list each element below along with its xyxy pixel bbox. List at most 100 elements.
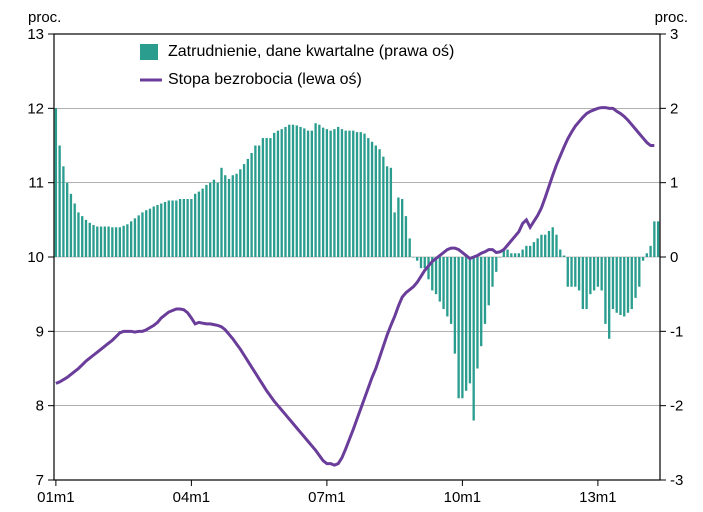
bar bbox=[198, 192, 200, 257]
bar bbox=[525, 246, 527, 257]
bar bbox=[563, 256, 565, 257]
bar bbox=[510, 253, 512, 257]
bar bbox=[250, 153, 252, 257]
bar bbox=[156, 205, 158, 257]
bar bbox=[646, 253, 648, 257]
bar bbox=[281, 129, 283, 257]
bar bbox=[318, 125, 320, 257]
bar bbox=[141, 212, 143, 257]
bar bbox=[258, 146, 260, 258]
bar bbox=[491, 257, 493, 287]
bar bbox=[352, 131, 354, 257]
bar bbox=[367, 138, 369, 257]
bar bbox=[292, 125, 294, 257]
left-tick-label: 11 bbox=[28, 175, 44, 192]
bar bbox=[164, 202, 166, 257]
bar bbox=[288, 125, 290, 257]
bar bbox=[653, 221, 655, 257]
bar bbox=[499, 257, 501, 258]
bar bbox=[416, 257, 418, 261]
bar bbox=[55, 108, 57, 257]
x-tick-label: 04m1 bbox=[173, 489, 211, 506]
x-tick-label: 07m1 bbox=[308, 489, 346, 506]
bar bbox=[469, 257, 471, 383]
bar bbox=[642, 257, 644, 261]
left-tick-label: 13 bbox=[27, 26, 44, 43]
bar bbox=[657, 221, 659, 257]
left-tick-label: 7 bbox=[36, 472, 44, 489]
bar bbox=[119, 227, 121, 257]
bar bbox=[183, 199, 185, 257]
bar bbox=[631, 257, 633, 309]
bar bbox=[58, 146, 60, 258]
bar bbox=[333, 129, 335, 257]
bar bbox=[457, 257, 459, 398]
bar bbox=[574, 257, 576, 287]
legend-swatch-bar bbox=[140, 44, 158, 60]
bar bbox=[616, 257, 618, 313]
bar bbox=[619, 257, 621, 315]
bar bbox=[96, 227, 98, 257]
bar bbox=[378, 149, 380, 257]
bar bbox=[360, 132, 362, 257]
bar bbox=[247, 159, 249, 257]
bar bbox=[213, 180, 215, 257]
bar bbox=[232, 175, 234, 257]
bar bbox=[74, 203, 76, 257]
x-tick-label: 13m1 bbox=[579, 489, 617, 506]
bar bbox=[405, 216, 407, 257]
left-tick-label: 10 bbox=[27, 249, 44, 266]
bar bbox=[254, 146, 256, 258]
bar bbox=[205, 185, 207, 257]
bar bbox=[299, 127, 301, 257]
bar bbox=[480, 257, 482, 346]
bar bbox=[130, 221, 132, 257]
bar bbox=[585, 257, 587, 309]
bar bbox=[194, 194, 196, 257]
bar bbox=[243, 164, 245, 257]
bar bbox=[435, 257, 437, 294]
left-tick-label: 8 bbox=[36, 398, 44, 415]
bar bbox=[149, 209, 151, 257]
right-tick-label: 1 bbox=[670, 175, 678, 192]
bar bbox=[397, 198, 399, 257]
bar bbox=[202, 189, 204, 257]
bar bbox=[514, 253, 516, 257]
bar bbox=[454, 257, 456, 354]
bar bbox=[273, 133, 275, 257]
bar bbox=[612, 257, 614, 309]
bar bbox=[420, 257, 422, 268]
bar bbox=[81, 216, 83, 257]
bar bbox=[62, 166, 64, 257]
bar bbox=[570, 257, 572, 287]
bar bbox=[168, 201, 170, 257]
bar bbox=[597, 257, 599, 287]
bar bbox=[409, 238, 411, 257]
chart-svg: 78910111213-3-2-1012301m104m107m110m113m… bbox=[0, 0, 703, 512]
bar bbox=[518, 253, 520, 257]
bar bbox=[186, 199, 188, 257]
bar bbox=[303, 128, 305, 257]
bar bbox=[314, 123, 316, 257]
bar bbox=[638, 257, 640, 287]
bar bbox=[548, 231, 550, 257]
bar bbox=[70, 194, 72, 257]
bar bbox=[239, 169, 241, 257]
bar bbox=[175, 201, 177, 257]
bar bbox=[540, 235, 542, 257]
bar bbox=[89, 223, 91, 257]
bar bbox=[153, 206, 155, 257]
bar bbox=[190, 199, 192, 257]
bar bbox=[160, 203, 162, 257]
bar bbox=[337, 127, 339, 257]
bar bbox=[604, 257, 606, 324]
bar bbox=[266, 138, 268, 257]
bar bbox=[126, 224, 128, 257]
bar bbox=[356, 132, 358, 257]
bar bbox=[66, 183, 68, 257]
right-tick-label: 3 bbox=[670, 26, 678, 43]
bar bbox=[600, 257, 602, 290]
bar bbox=[461, 257, 463, 398]
bar bbox=[386, 166, 388, 257]
bar bbox=[608, 257, 610, 339]
